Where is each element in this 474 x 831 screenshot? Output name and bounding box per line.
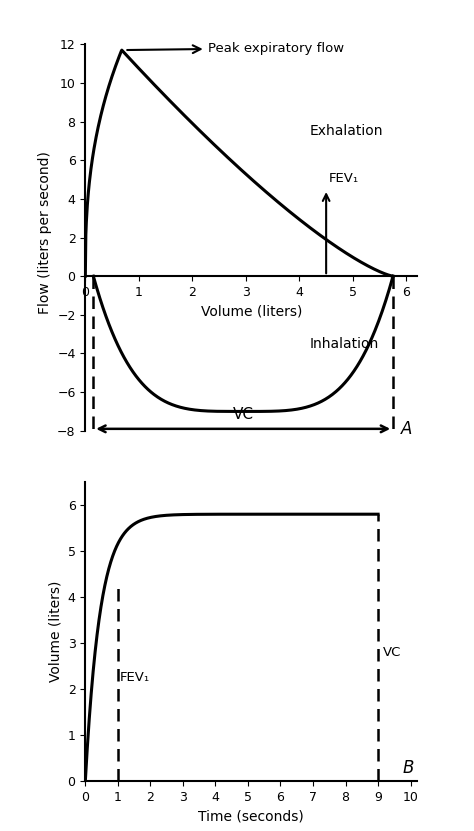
Text: FEV₁: FEV₁ — [119, 671, 150, 685]
Text: FEV₁: FEV₁ — [329, 172, 359, 185]
Text: A: A — [401, 420, 412, 438]
Y-axis label: Flow (liters per second): Flow (liters per second) — [37, 151, 52, 314]
Text: Exhalation: Exhalation — [310, 124, 383, 138]
Text: B: B — [402, 759, 414, 776]
Text: VC: VC — [383, 646, 401, 659]
X-axis label: Time (seconds): Time (seconds) — [198, 809, 304, 824]
X-axis label: Volume (liters): Volume (liters) — [201, 304, 302, 318]
Text: VC: VC — [233, 407, 254, 422]
Text: Peak expiratory flow: Peak expiratory flow — [127, 42, 345, 55]
Text: Inhalation: Inhalation — [310, 337, 379, 351]
Y-axis label: Volume (liters): Volume (liters) — [48, 581, 62, 682]
